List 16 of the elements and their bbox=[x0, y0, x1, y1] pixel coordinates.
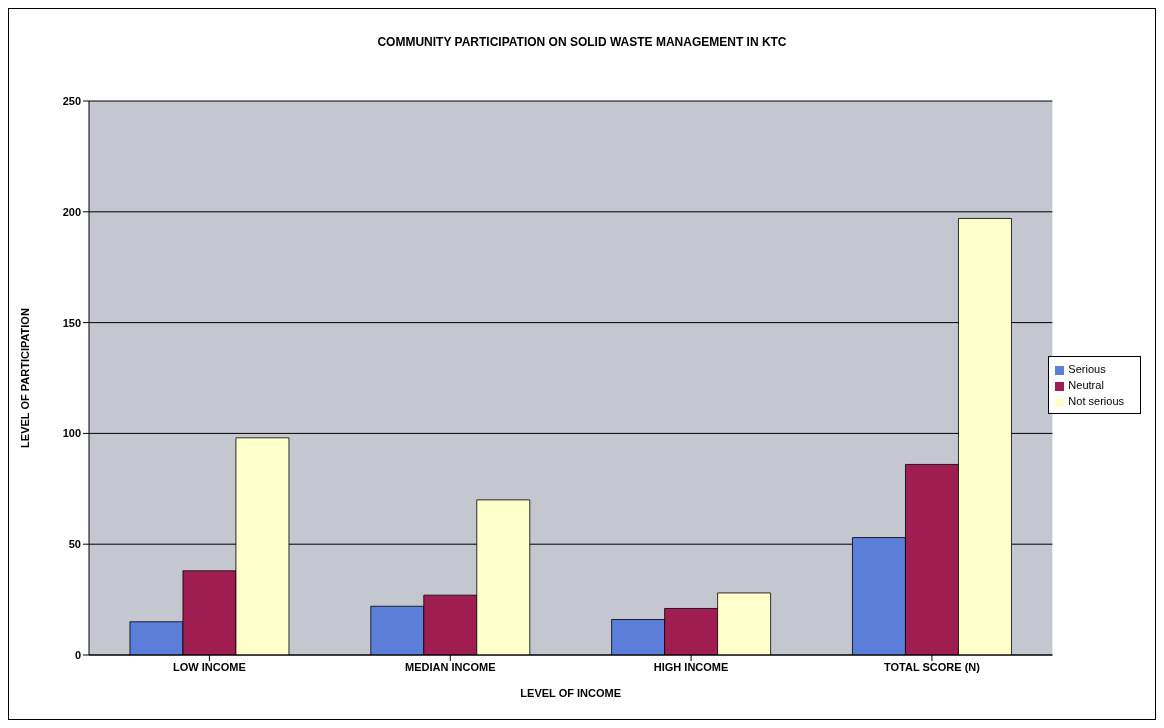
x-tick-label: LOW INCOME bbox=[173, 660, 246, 673]
legend-label: Neutral bbox=[1068, 379, 1104, 391]
y-tick-label: 0 bbox=[74, 648, 81, 661]
chart-title: COMMUNITY PARTICIPATION ON SOLID WASTE MANAGEMENT IN KTC bbox=[376, 35, 788, 51]
legend-label: Serious bbox=[1068, 363, 1106, 375]
x-tick-label: HIGH INCOME bbox=[653, 660, 729, 673]
legend-label: Not serious bbox=[1068, 395, 1124, 407]
x-axis-title: LEVEL OF INCOME bbox=[520, 687, 621, 699]
y-axis-title: LEVEL OF PARTICIPATION bbox=[18, 308, 31, 448]
x-tick-label: MEDIAN INCOME bbox=[405, 660, 496, 673]
y-tick-label: 250 bbox=[62, 94, 81, 107]
x-tick-label: TOTAL SCORE (N) bbox=[883, 660, 981, 673]
y-tick-label: 100 bbox=[62, 427, 81, 440]
y-tick-label: 150 bbox=[62, 316, 81, 329]
y-tick-label: 50 bbox=[68, 538, 81, 551]
y-tick-label: 200 bbox=[62, 205, 81, 218]
